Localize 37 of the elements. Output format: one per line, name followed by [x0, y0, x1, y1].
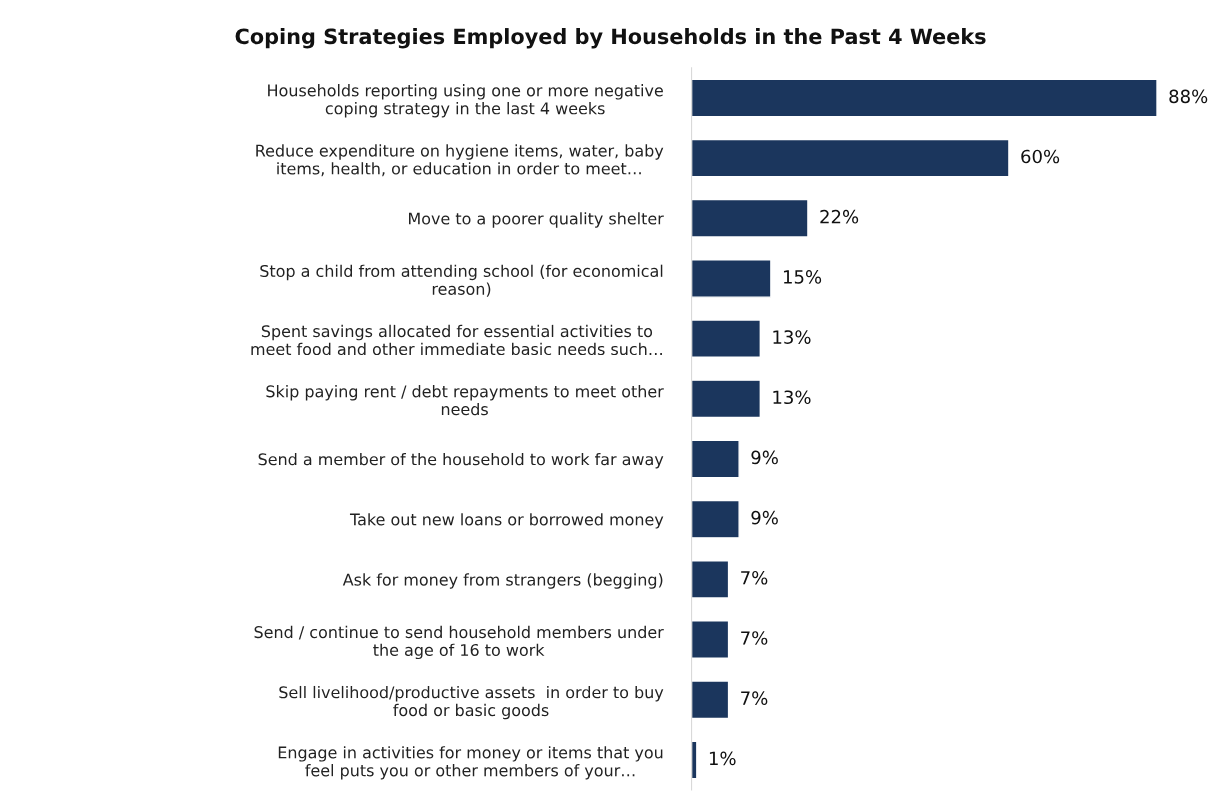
data-label: 7% — [741, 691, 768, 705]
y-tick-label: Households reporting using one or more negative coping strategy in the last 4 weeks — [268, 84, 663, 118]
data-label: 15% — [783, 270, 822, 284]
bar — [691, 78, 1158, 118]
data-label: 13% — [773, 390, 811, 405]
bar — [691, 560, 730, 599]
y-tick-label: Sell livelihood/productive assets in order to buy food or basic goods — [279, 685, 664, 720]
bar — [691, 319, 762, 359]
bar — [691, 439, 740, 479]
data-label: 7% — [741, 570, 768, 585]
y-tick-label: Move to a poorer quality shelter — [409, 212, 664, 228]
data-label: 22% — [820, 209, 859, 224]
data-label: 88% — [1169, 89, 1208, 104]
bar — [691, 259, 772, 298]
bar — [691, 740, 698, 780]
y-tick-label: Send a member of the household to work far away — [258, 452, 664, 469]
data-label: 1% — [709, 751, 736, 766]
data-label: 13% — [773, 330, 811, 344]
y-tick-label: Take out new loans or borrowed money — [349, 513, 664, 529]
bar — [691, 138, 1010, 178]
bar — [691, 620, 730, 659]
data-label: 60% — [1021, 149, 1060, 164]
y-tick-label: Send / continue to send household members under the age of 16 to work — [254, 625, 664, 660]
data-label: 9% — [751, 510, 778, 525]
y-tick-label: Reduce expenditure on hygiene items, water, baby items, health, or education in order to meet… — [256, 144, 664, 177]
bar — [691, 379, 762, 419]
y-tick-label: Engage in activities for money or items that you feel puts you or other members of your… — [278, 746, 663, 780]
chart-title: Coping Strategies Employed by Households in the Past 4 Weeks — [235, 28, 986, 49]
bar — [691, 198, 809, 238]
y-tick-label: Stop a child from attending school (for economical reason) — [260, 264, 663, 297]
y-tick-label: Spent savings allocated for essential activities to meet food and other immediate basic needs such… — [251, 324, 662, 356]
y-tick-label: Ask for money from strangers (begging) — [342, 573, 663, 589]
data-label: 7% — [741, 631, 768, 645]
bar — [691, 499, 740, 539]
bar — [691, 680, 730, 720]
data-label: 9% — [751, 450, 778, 465]
y-tick-label: Skip paying rent / debt repayments to meet other needs — [266, 385, 664, 416]
